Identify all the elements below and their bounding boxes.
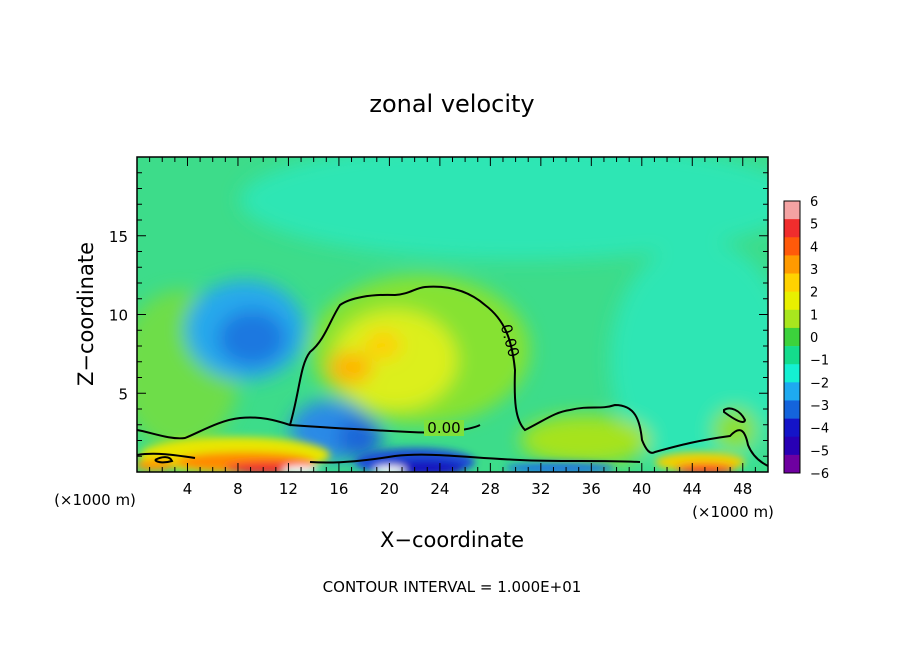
x-tick-label: 36	[582, 480, 601, 498]
x-tick-label: 16	[329, 480, 348, 498]
colorbar-swatch	[784, 418, 800, 438]
contour-zero-inner	[289, 424, 481, 434]
field-surface-mid-blue	[505, 462, 615, 472]
colorbar-swatch	[784, 346, 800, 365]
colorbar-swatch	[784, 436, 800, 456]
field-midlow-blue2	[338, 416, 382, 460]
contour-label: 0.00	[427, 419, 460, 437]
x-tick-label: 40	[632, 480, 651, 498]
colorbar-tick-label: −4	[810, 422, 829, 437]
colorbar-tick-label: 5	[810, 218, 818, 233]
y-axis-label: Z−coordinate	[74, 242, 98, 386]
colorbar-tick-label: −3	[810, 399, 829, 414]
colorbar-swatch	[784, 219, 800, 238]
field-surface-pink	[282, 466, 318, 472]
colorbar-swatch	[784, 364, 800, 383]
x-tick-label: 44	[683, 480, 702, 498]
field-eddy-core	[218, 310, 286, 366]
contour-zero-left	[137, 452, 196, 464]
colorbar: 6 5 4 3 2 1 0 −1 −2 −3 −4 −5 −6	[783, 195, 829, 482]
x-unit-right: (×1000 m)	[692, 503, 774, 521]
field-bubble-core2	[365, 331, 401, 359]
x-tick-label: 32	[531, 480, 550, 498]
plot-area: 0.00 0.00	[137, 157, 768, 472]
chart-title: zonal velocity	[369, 90, 534, 118]
contour-zero-base	[309, 453, 641, 464]
colorbar-swatch	[784, 273, 800, 292]
colorbar-swatch	[784, 327, 800, 347]
colorbar-tick-label: 2	[810, 286, 818, 301]
colorbar-swatch	[784, 201, 800, 220]
colorbar-tick-label: 3	[810, 263, 818, 278]
colorbar-swatch	[784, 309, 800, 329]
velocity-field	[137, 157, 768, 472]
colorbar-swatch	[784, 382, 800, 401]
contour-zero-right	[723, 407, 747, 423]
x-tick-label: 48	[733, 480, 752, 498]
field-right-ring	[713, 408, 757, 452]
contour-label-bg	[424, 420, 464, 436]
contour-interval-note: CONTOUR INTERVAL = 1.000E+01	[323, 578, 582, 596]
x-tick-label: 4	[183, 480, 193, 498]
field-bubble-yellow	[333, 310, 457, 410]
colorbar-tick-label: 4	[810, 240, 818, 255]
x-tick-label: 28	[481, 480, 500, 498]
x-tick-label: 20	[380, 480, 399, 498]
x-tick-label: 8	[233, 480, 243, 498]
colorbar-tick-label: 6	[810, 195, 818, 210]
y-tick-label: 15	[109, 228, 128, 246]
x-tick-label: 24	[430, 480, 449, 498]
colorbar-swatch	[784, 237, 800, 256]
y-tick-label: 10	[109, 307, 128, 325]
colorbar-tick-label: −6	[810, 467, 829, 482]
field-aloft-cyan	[240, 157, 768, 260]
colorbar-tick-label: 1	[810, 308, 818, 323]
contour-zero	[137, 285, 768, 467]
y-tick-label: 5	[118, 385, 128, 403]
colorbar-swatch	[784, 400, 800, 419]
colorbar-swatch	[784, 454, 800, 474]
colorbar-tick-label: −1	[810, 354, 829, 369]
field-right-green	[520, 415, 650, 465]
colorbar-swatch	[784, 291, 800, 311]
colorbar-tick-label: 0	[810, 331, 818, 346]
colorbar-tick-label: −2	[810, 376, 829, 391]
x-tick-label: 12	[279, 480, 298, 498]
x-axis-label: X−coordinate	[380, 528, 524, 552]
field-bubble-core	[328, 352, 372, 384]
colorbar-swatch	[784, 255, 800, 274]
colorbar-tick-label: −5	[810, 444, 829, 459]
colorbar-frame	[783, 200, 801, 474]
velocity-field-surface	[137, 437, 745, 472]
field-surface-white	[374, 466, 406, 472]
x-unit-left: (×1000 m)	[54, 491, 136, 509]
